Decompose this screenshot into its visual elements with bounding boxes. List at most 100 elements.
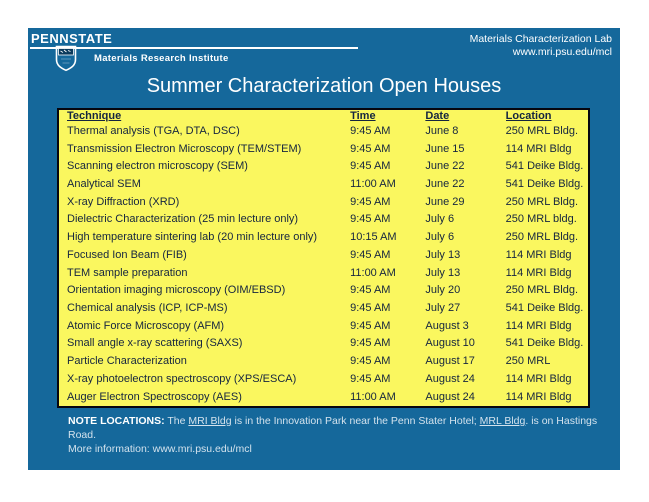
note-seg3: . is on Hastings Road. — [68, 415, 598, 441]
table-row: Auger Electron Spectroscopy (AES) 11:00 A… — [58, 388, 589, 407]
locations-note-line1: NOTE LOCATIONS: The MRI Bldg is in the I… — [68, 414, 603, 442]
location-cell: 250 MRL Bldg. — [505, 231, 579, 244]
technique-cell: X-ray photoelectron spectroscopy (XPS/ES… — [67, 372, 297, 385]
table-row: Thermal analysis (TGA, DTA, DSC) 9:45 AM J… — [58, 122, 589, 140]
date-cell: June 8 — [425, 124, 459, 137]
time-cell: 9:45 AM — [350, 355, 391, 368]
date-cell: July 20 — [425, 284, 461, 297]
note-seg2: is in the Innovation Park near the Penn … — [231, 415, 480, 427]
technique-cell: High temperature sintering lab (20 min l… — [67, 231, 318, 244]
open-house-schedule-table: Technique Time Date Location Thermal ana… — [57, 108, 590, 408]
date-cell: July 6 — [425, 213, 455, 226]
location-cell: 250 MRL — [505, 355, 551, 368]
locations-note: NOTE LOCATIONS: The MRI Bldg is in the I… — [68, 414, 603, 456]
date-cell: August 17 — [425, 355, 475, 368]
header-right-block: Materials Characterization Lab www.mri.p… — [470, 33, 612, 59]
table-row: Chemical analysis (ICP, ICP-MS) 9:45 AM Ju… — [58, 299, 589, 317]
location-cell: 114 MRI Bldg — [505, 248, 572, 261]
technique-cell: Scanning electron microscopy (SEM) — [67, 160, 248, 173]
penn-state-logotype: PENNSTATE — [31, 31, 113, 46]
time-cell: 9:45 AM — [350, 337, 391, 350]
header-divider-line — [30, 47, 358, 49]
column-header-location: Location — [505, 110, 552, 122]
date-cell: August 24 — [425, 390, 475, 403]
time-cell: 9:45 AM — [350, 160, 391, 173]
technique-cell: Focused Ion Beam (FIB) — [67, 248, 187, 261]
table-header-row: Technique Time Date Location — [58, 109, 589, 122]
date-cell: July 13 — [425, 266, 461, 279]
table-row: Scanning electron microscopy (SEM) 9:45 A… — [58, 157, 589, 175]
date-cell: June 22 — [425, 178, 465, 191]
time-cell: 9:45 AM — [350, 195, 391, 208]
table-row: Small angle x-ray scattering (SAXS) 9:45 … — [58, 335, 589, 353]
technique-cell: Thermal analysis (TGA, DTA, DSC) — [67, 124, 240, 137]
mrl-bldg-link[interactable]: MRL Bldg — [479, 415, 526, 427]
time-cell: 11:00 AM — [350, 266, 396, 279]
technique-cell: TEM sample preparation — [67, 266, 188, 279]
time-cell: 11:00 AM — [350, 178, 396, 191]
location-cell: 541 Deike Bldg. — [505, 160, 584, 173]
technique-cell: Orientation imaging microscopy (OIM/EBSD… — [67, 284, 286, 297]
table-row: X-ray photoelectron spectroscopy (XPS/ES… — [58, 370, 589, 388]
location-cell: 541 Deike Bldg. — [505, 178, 584, 191]
location-cell: 250 MRL Bldg. — [505, 124, 579, 137]
open-house-table-body: Thermal analysis (TGA, DTA, DSC) 9:45 AM J… — [58, 122, 589, 407]
time-cell: 9:45 AM — [350, 319, 391, 332]
column-header-date: Date — [425, 110, 450, 122]
location-cell: 250 MRL bldg. — [505, 213, 577, 226]
table-row: TEM sample preparation 11:00 AM July 13 114… — [58, 264, 589, 282]
technique-cell: Analytical SEM — [67, 178, 141, 191]
column-header-technique: Technique — [67, 110, 122, 122]
time-cell: 9:45 AM — [350, 124, 391, 137]
date-cell: June 22 — [425, 160, 465, 173]
time-cell: 11:00 AM — [350, 390, 396, 403]
date-cell: July 27 — [425, 302, 461, 315]
time-cell: 9:45 AM — [350, 213, 391, 226]
date-cell: August 3 — [425, 319, 469, 332]
date-cell: July 13 — [425, 248, 461, 261]
locations-note-line2: More information: www.mri.psu.edu/mcl — [68, 443, 252, 455]
time-cell: 9:45 AM — [350, 302, 391, 315]
date-cell: August 24 — [425, 372, 475, 385]
time-cell: 9:45 AM — [350, 142, 391, 155]
location-cell: 250 MRL Bldg. — [505, 195, 579, 208]
note-seg1: The — [164, 415, 189, 427]
date-cell: June 29 — [425, 195, 465, 208]
lab-url: www.mri.psu.edu/mcl — [512, 46, 612, 58]
institute-name: Materials Research Institute — [94, 53, 229, 64]
location-cell: 114 MRI Bldg — [505, 266, 572, 279]
location-cell: 250 MRL Bldg. — [505, 284, 579, 297]
technique-cell: X-ray Diffraction (XRD) — [67, 195, 180, 208]
date-cell: July 6 — [425, 231, 455, 244]
table-row: High temperature sintering lab (20 min l… — [58, 228, 589, 246]
technique-cell: Particle Characterization — [67, 355, 187, 368]
mri-bldg-link[interactable]: MRI Bldg — [188, 415, 232, 427]
technique-cell: Small angle x-ray scattering (SAXS) — [67, 337, 243, 350]
location-cell: 114 MRI Bldg — [505, 319, 572, 332]
penn-state-shield-icon — [55, 45, 77, 72]
page-title: Summer Characterization Open Houses — [146, 75, 502, 97]
technique-cell: Auger Electron Spectroscopy (AES) — [67, 390, 242, 403]
time-cell: 10:15 AM — [350, 231, 397, 244]
date-cell: August 10 — [425, 337, 475, 350]
location-cell: 541 Deike Bldg. — [505, 337, 584, 350]
technique-cell: Dielectric Characterization (25 min lect… — [67, 213, 299, 226]
technique-cell: Atomic Force Microscopy (AFM) — [67, 319, 225, 332]
table-row: Transmission Electron Microscopy (TEM/ST… — [58, 140, 589, 158]
column-header-time: Time — [350, 110, 376, 122]
table-row: Dielectric Characterization (25 min lect… — [58, 211, 589, 229]
slide-background: PENNSTATE Materials Research Institute M… — [28, 28, 620, 470]
table-row: X-ray Diffraction (XRD) 9:45 AM June 29 250… — [58, 193, 589, 211]
table-row: Analytical SEM 11:00 AM June 22 541 Deike B… — [58, 175, 589, 193]
lab-name: Materials Characterization Lab — [469, 33, 612, 45]
table-row: Focused Ion Beam (FIB) 9:45 AM July 13 114 … — [58, 246, 589, 264]
location-cell: 114 MRI Bldg — [505, 372, 572, 385]
location-cell: 541 Deike Bldg. — [505, 302, 584, 315]
table-row: Particle Characterization 9:45 AM August 1… — [58, 352, 589, 370]
technique-cell: Transmission Electron Microscopy (TEM/ST… — [67, 142, 302, 155]
date-cell: June 15 — [425, 142, 465, 155]
table-row: Atomic Force Microscopy (AFM) 9:45 AM Augu… — [58, 317, 589, 335]
location-cell: 114 MRI Bldg — [505, 390, 572, 403]
table-row: Orientation imaging microscopy (OIM/EBSD… — [58, 281, 589, 299]
technique-cell: Chemical analysis (ICP, ICP-MS) — [67, 302, 228, 315]
